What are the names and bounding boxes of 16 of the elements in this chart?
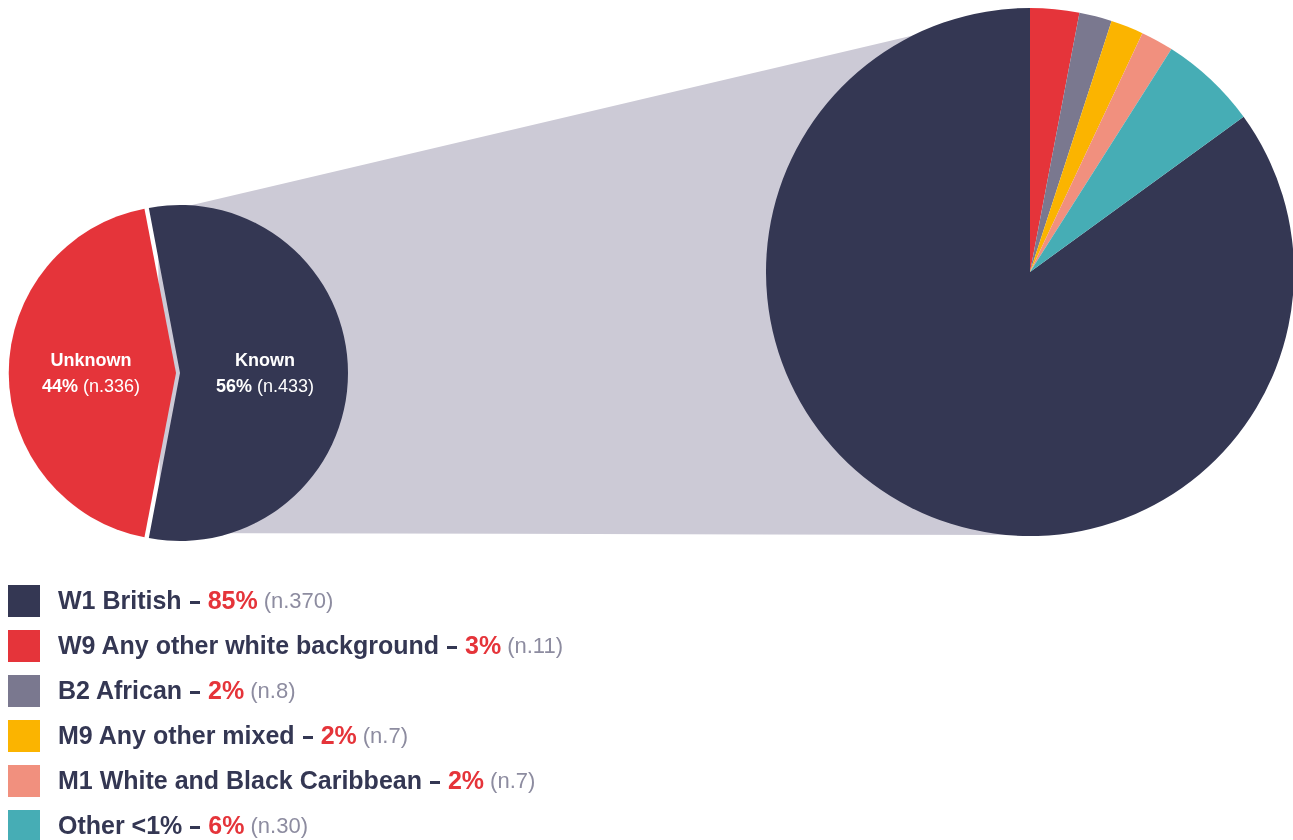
data-label: 44% (n.336) <box>41 375 141 396</box>
legend-label: W1 British <box>58 586 182 615</box>
slice-label: Unknown <box>50 349 132 370</box>
slice-label: Known <box>235 349 295 370</box>
legend-label: B2 African <box>58 676 183 705</box>
data-label: 3% (n.11) <box>465 631 564 660</box>
data-label: 2% (n.7) <box>447 766 536 795</box>
legend-label: M9 Any other mixed <box>58 721 295 750</box>
data-label: 85% (n.370) <box>207 586 334 615</box>
legend-label: M1 White and Black Caribbean <box>58 766 422 795</box>
data-label: 56% (n.433) <box>215 375 315 396</box>
legend-label: W9 Any other white background <box>58 631 440 660</box>
legend-label: Other <1% <box>58 811 183 840</box>
data-label: 6% (n.30) <box>208 811 308 840</box>
data-label: 2% (n.7) <box>320 721 409 750</box>
data-label: 2% (n.8) <box>208 676 296 705</box>
